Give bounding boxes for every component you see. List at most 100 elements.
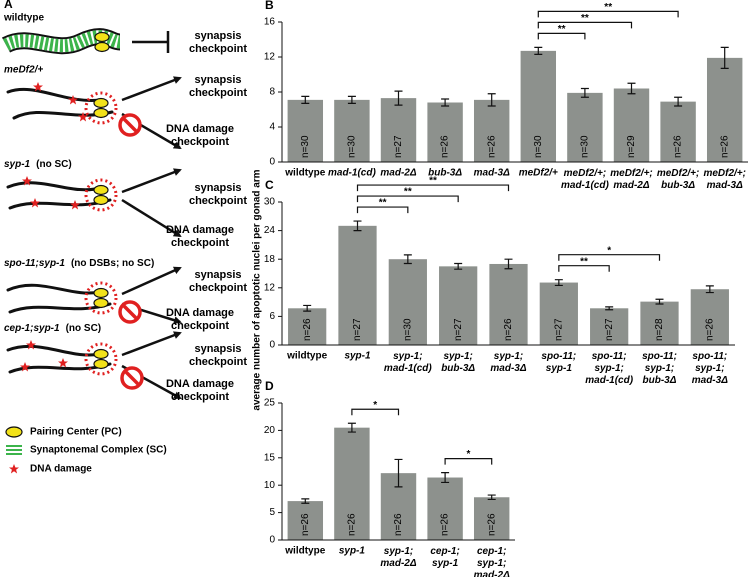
text-line: DNA damage — [166, 307, 234, 319]
bar — [287, 99, 324, 162]
text-line: checkpoint — [171, 237, 229, 249]
legend-label: Synaptonemal Complex (SC) — [30, 445, 167, 456]
y-tick-label: 0 — [269, 157, 275, 168]
output-label: synapsis checkpoint — [189, 182, 247, 207]
text-line: bub-3Δ — [441, 363, 475, 374]
x-tick-label: syp-1; mad-1(cd) — [384, 351, 432, 374]
text-line: checkpoint — [171, 391, 229, 403]
error-bar — [580, 87, 589, 98]
bar — [388, 259, 427, 345]
y-tick-label: 10 — [264, 480, 276, 491]
legend-swatch — [5, 426, 23, 438]
text-line: mad-1(cd) — [384, 363, 432, 374]
x-tick-label: meDf2/+; bub-3Δ — [657, 168, 700, 191]
bar — [338, 225, 377, 345]
text-line: mad-3Δ — [707, 180, 743, 191]
text-line: syp-1; — [384, 546, 413, 557]
text-line: syp-1; — [645, 363, 674, 374]
x-tick-label: syp-1; mad-3Δ — [490, 351, 526, 374]
output-label: synapsis checkpoint — [189, 343, 247, 368]
x-tick-label: spo-11; syp-1; mad-3Δ — [692, 351, 728, 386]
significance-label: ** — [580, 256, 588, 267]
significance-label: ** — [581, 13, 589, 24]
genotype: wildtype — [3, 13, 44, 24]
y-tick-label: 12 — [264, 282, 276, 293]
output-label: DNA damage checkpoint — [166, 123, 234, 148]
bar — [489, 263, 528, 345]
panel-a: A wildtype synapsis checkpoint meDf2/+ — [1, 0, 247, 475]
bar — [334, 99, 370, 162]
significance-label: * — [607, 245, 611, 256]
text-line: DNA damage — [166, 123, 234, 135]
n-label: n=26 — [300, 513, 311, 536]
genotype: syp-1 (no SC) — [4, 159, 72, 170]
bar — [334, 427, 370, 540]
n-label: n=27 — [393, 135, 404, 158]
x-tick-label: spo-11; syp-1 — [541, 351, 576, 374]
n-label: n=28 — [654, 318, 665, 341]
error-bar — [504, 258, 513, 270]
significance-bracket — [558, 265, 610, 272]
n-label: n=26 — [486, 513, 497, 536]
n-label: n=27 — [352, 318, 363, 341]
text-line: spo-11; — [592, 351, 627, 362]
error-bar — [705, 285, 714, 294]
n-label: n=26 — [440, 135, 451, 158]
significance-label: ** — [558, 24, 566, 35]
bar — [706, 57, 743, 162]
bar — [640, 301, 679, 345]
output-label: synapsis checkpoint — [189, 269, 247, 294]
error-bar — [441, 98, 450, 107]
x-tick-label: syp-1 — [344, 351, 371, 362]
x-tick-label: wildtype — [284, 168, 325, 179]
x-tick-label: meDf2/+; mad-3Δ — [703, 168, 746, 191]
bar — [690, 289, 729, 345]
n-label: n=30 — [580, 135, 591, 158]
y-tick-label: 6 — [269, 311, 275, 322]
arrow — [121, 198, 182, 238]
block-sign — [118, 113, 142, 137]
significance-label: ** — [379, 198, 387, 209]
output-label: DNA damage checkpoint — [166, 307, 234, 332]
significance-bracket — [537, 10, 679, 18]
text-line: cep-1; — [430, 546, 459, 557]
text-line: checkpoint — [189, 282, 247, 294]
y-tick-label: 4 — [269, 122, 275, 133]
text-line: bub-3Δ — [643, 375, 677, 386]
x-tick-label: mad-3Δ — [474, 168, 510, 179]
arrow — [121, 266, 182, 296]
n-label: n=30 — [533, 135, 544, 158]
text-line: mad-1(cd) — [585, 375, 633, 386]
text-line: synapsis — [194, 343, 241, 355]
significance-bracket — [356, 184, 510, 192]
text-line: checkpoint — [189, 195, 247, 207]
text-line: bub-3Δ — [661, 180, 695, 191]
error-bar — [441, 471, 450, 484]
arrow — [121, 76, 182, 102]
inhibition — [132, 31, 170, 53]
n-label: n=30 — [347, 135, 358, 158]
block-sign — [118, 300, 142, 324]
legend-swatch — [6, 445, 22, 455]
bar — [520, 50, 557, 162]
text-line: spo-11; — [541, 351, 576, 362]
y-tick-label: 15 — [264, 452, 276, 463]
genotype: spo-11;syp-1 (no DSBs; no SC) — [4, 258, 154, 269]
n-label: n=26 — [673, 135, 684, 158]
error-bar — [655, 298, 664, 305]
significance-label: ** — [604, 2, 612, 13]
significance-bracket — [356, 195, 459, 203]
x-tick-label: meDf2/+; mad-2Δ — [610, 168, 653, 191]
error-bar — [554, 279, 563, 287]
text-line: meDf2/+; — [564, 168, 607, 179]
text-line: checkpoint — [171, 320, 229, 332]
x-tick-label: syp-1; bub-3Δ — [441, 351, 475, 374]
panel-label: C — [265, 178, 274, 192]
y-tick-label: 8 — [269, 87, 275, 98]
x-tick-label: spo-11; syp-1; bub-3Δ — [642, 351, 677, 386]
error-bar — [627, 82, 636, 95]
text-line: synapsis — [194, 182, 241, 194]
error-bar — [403, 254, 412, 265]
text-line: mad-2Δ — [380, 558, 416, 569]
n-label: n=26 — [440, 513, 451, 536]
